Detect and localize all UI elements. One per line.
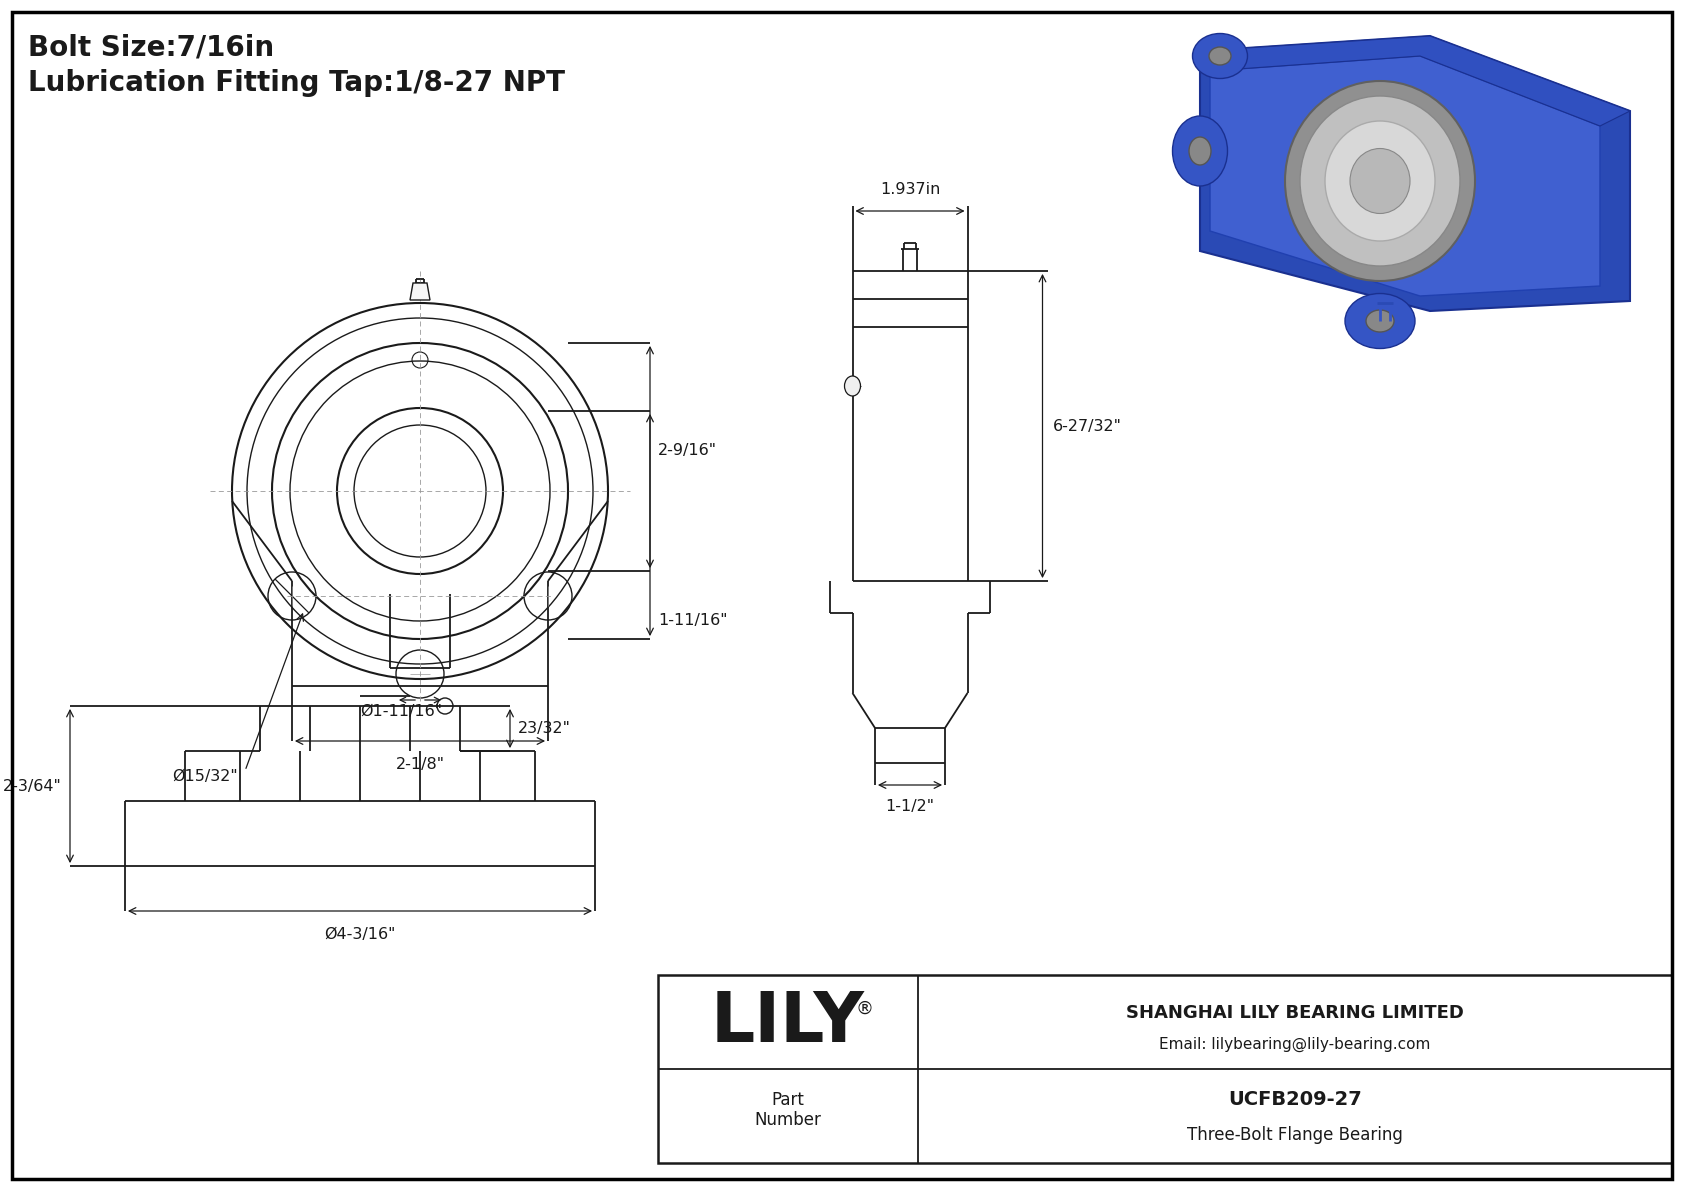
Text: Ø1-11/16": Ø1-11/16"	[360, 704, 441, 719]
Text: 2-1/8": 2-1/8"	[396, 757, 445, 772]
Text: 1-1/2": 1-1/2"	[886, 799, 935, 813]
Text: 1.937in: 1.937in	[879, 182, 940, 197]
Ellipse shape	[1300, 96, 1460, 266]
Text: Lubrication Fitting Tap:1/8-27 NPT: Lubrication Fitting Tap:1/8-27 NPT	[29, 69, 566, 96]
Ellipse shape	[1325, 121, 1435, 241]
Text: 2-3/64": 2-3/64"	[3, 779, 62, 793]
Ellipse shape	[1366, 310, 1394, 332]
Text: Three-Bolt Flange Bearing: Three-Bolt Flange Bearing	[1187, 1125, 1403, 1143]
Polygon shape	[1201, 36, 1630, 311]
Polygon shape	[1211, 56, 1600, 297]
Polygon shape	[409, 283, 429, 300]
Text: ®: ®	[855, 999, 874, 1018]
Bar	[658, 975, 1672, 1162]
Ellipse shape	[1346, 293, 1415, 349]
Ellipse shape	[1351, 149, 1410, 213]
Text: SHANGHAI LILY BEARING LIMITED: SHANGHAI LILY BEARING LIMITED	[1127, 1004, 1463, 1022]
Text: Ø4-3/16": Ø4-3/16"	[325, 927, 396, 942]
Ellipse shape	[1285, 81, 1475, 281]
Polygon shape	[1201, 36, 1630, 126]
Ellipse shape	[1209, 46, 1231, 66]
Text: Email: lilybearing@lily-bearing.com: Email: lilybearing@lily-bearing.com	[1159, 1037, 1431, 1052]
Ellipse shape	[1189, 137, 1211, 166]
Ellipse shape	[844, 376, 861, 395]
Text: 2-9/16": 2-9/16"	[658, 443, 717, 459]
Text: Bolt Size:7/16in: Bolt Size:7/16in	[29, 33, 274, 61]
Ellipse shape	[1192, 33, 1248, 79]
Text: 6-27/32": 6-27/32"	[1052, 418, 1122, 434]
Text: 23/32": 23/32"	[519, 721, 571, 736]
Text: 1-11/16": 1-11/16"	[658, 613, 727, 629]
Text: Part
Number: Part Number	[754, 1091, 822, 1129]
Text: Ø15/32": Ø15/32"	[172, 768, 237, 784]
Text: LILY: LILY	[711, 989, 866, 1055]
Text: UCFB209-27: UCFB209-27	[1228, 1090, 1362, 1109]
Ellipse shape	[1172, 116, 1228, 186]
